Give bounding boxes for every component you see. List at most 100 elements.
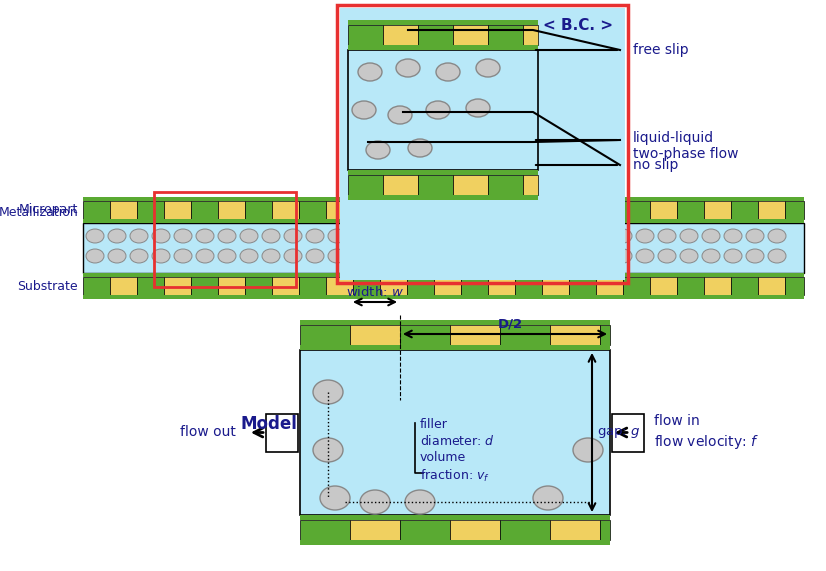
Bar — [300, 350, 610, 515]
Ellipse shape — [592, 249, 610, 263]
Ellipse shape — [240, 229, 258, 243]
Bar — [340, 8, 625, 280]
Ellipse shape — [313, 380, 343, 404]
Ellipse shape — [702, 229, 720, 243]
Bar — [245, 277, 272, 295]
Bar — [110, 277, 137, 295]
Ellipse shape — [262, 229, 280, 243]
Bar — [350, 520, 400, 540]
Bar — [348, 20, 538, 25]
Ellipse shape — [388, 106, 412, 124]
Bar — [326, 277, 353, 295]
Ellipse shape — [438, 249, 456, 263]
Bar — [137, 201, 164, 219]
Bar — [380, 201, 407, 219]
Ellipse shape — [405, 490, 435, 514]
Bar — [110, 201, 137, 219]
Bar — [461, 277, 488, 295]
Ellipse shape — [350, 229, 368, 243]
Ellipse shape — [320, 486, 350, 510]
Bar — [326, 201, 353, 219]
Bar — [83, 273, 804, 277]
Ellipse shape — [533, 486, 563, 510]
Ellipse shape — [396, 59, 420, 77]
Bar — [600, 325, 610, 345]
Bar — [488, 201, 515, 219]
Ellipse shape — [680, 249, 698, 263]
Ellipse shape — [360, 490, 390, 514]
Ellipse shape — [570, 229, 588, 243]
Bar — [677, 277, 704, 295]
Ellipse shape — [130, 249, 148, 263]
Text: Metallization: Metallization — [0, 207, 78, 219]
Ellipse shape — [196, 229, 214, 243]
Ellipse shape — [408, 139, 432, 157]
Ellipse shape — [466, 99, 490, 117]
Bar — [453, 25, 488, 45]
Ellipse shape — [306, 249, 324, 263]
Bar — [453, 175, 488, 195]
Bar — [488, 25, 523, 45]
Bar — [266, 413, 298, 452]
Ellipse shape — [436, 63, 460, 81]
Text: no slip: no slip — [633, 158, 678, 172]
Bar — [434, 277, 461, 295]
Ellipse shape — [394, 249, 412, 263]
Ellipse shape — [482, 249, 500, 263]
Bar — [550, 520, 600, 540]
Text: filler
diameter: $d$
volume
fraction: $v_f$: filler diameter: $d$ volume fraction: $v… — [420, 418, 495, 484]
Bar — [383, 25, 418, 45]
Bar — [348, 45, 538, 50]
Bar — [400, 520, 450, 540]
Bar — [650, 277, 677, 295]
Bar — [245, 201, 272, 219]
Bar — [348, 170, 538, 175]
Ellipse shape — [284, 249, 302, 263]
Bar — [348, 195, 538, 200]
Ellipse shape — [504, 249, 522, 263]
Ellipse shape — [416, 249, 434, 263]
Bar — [461, 201, 488, 219]
Ellipse shape — [284, 229, 302, 243]
Ellipse shape — [658, 249, 676, 263]
Ellipse shape — [313, 438, 343, 462]
Text: Model: Model — [240, 415, 297, 433]
Bar — [785, 277, 804, 295]
Bar — [337, 5, 628, 283]
Bar — [83, 295, 804, 299]
Bar — [542, 277, 569, 295]
Ellipse shape — [614, 249, 632, 263]
Ellipse shape — [548, 229, 566, 243]
Bar — [300, 515, 610, 520]
Ellipse shape — [460, 229, 478, 243]
Bar — [218, 201, 245, 219]
Ellipse shape — [218, 249, 236, 263]
Ellipse shape — [174, 249, 192, 263]
Bar — [348, 175, 383, 195]
Bar — [164, 277, 191, 295]
Ellipse shape — [746, 229, 764, 243]
Bar — [785, 201, 804, 219]
Ellipse shape — [636, 249, 654, 263]
Ellipse shape — [108, 229, 126, 243]
Text: free slip: free slip — [633, 43, 689, 57]
Bar — [348, 50, 538, 170]
Bar — [272, 277, 299, 295]
Bar — [348, 25, 383, 45]
Bar — [500, 325, 550, 345]
Bar — [191, 201, 218, 219]
Ellipse shape — [174, 229, 192, 243]
Bar — [600, 520, 610, 540]
Text: Micropart: Micropart — [19, 203, 78, 216]
Bar — [731, 277, 758, 295]
Bar — [83, 277, 110, 295]
Ellipse shape — [358, 63, 382, 81]
Bar — [677, 201, 704, 219]
Bar — [434, 201, 461, 219]
Bar — [418, 25, 453, 45]
Ellipse shape — [306, 229, 324, 243]
Bar — [596, 201, 623, 219]
Ellipse shape — [350, 249, 368, 263]
Bar — [450, 520, 500, 540]
Bar — [523, 25, 538, 45]
